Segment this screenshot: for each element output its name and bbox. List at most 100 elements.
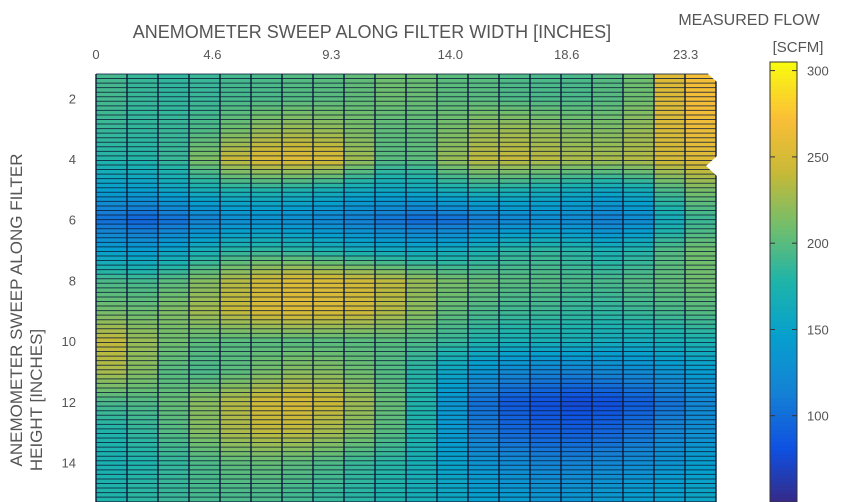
heatmap-cell [468, 306, 500, 311]
heatmap-cell [313, 474, 345, 480]
heatmap-cell [592, 228, 624, 234]
heatmap-cell [375, 187, 407, 193]
heatmap-cell [313, 337, 345, 343]
colorbar-swatch [770, 302, 797, 307]
heatmap-cell [437, 74, 469, 79]
heatmap-cell [158, 246, 190, 252]
heatmap-cell [220, 424, 252, 430]
heatmap-cell [437, 306, 469, 311]
heatmap-cell [158, 387, 190, 393]
heatmap-cell [592, 278, 624, 284]
heatmap-cells [96, 74, 717, 502]
heatmap-edge-notches [706, 66, 717, 176]
heatmap-cell [685, 492, 717, 498]
heatmap-cell [220, 242, 252, 248]
colorbar-tick-label: 250 [807, 150, 829, 165]
colorbar-swatch [770, 362, 797, 367]
heatmap-cell [189, 110, 221, 116]
heatmap-cell [437, 310, 469, 316]
heatmap-cell [313, 492, 345, 498]
heatmap-cell [406, 378, 438, 384]
heatmap-cell [220, 237, 252, 243]
heatmap-cell [685, 119, 717, 125]
heatmap-cell [499, 287, 531, 293]
heatmap-cell [158, 155, 190, 161]
colorbar-swatch [770, 190, 797, 195]
heatmap-cell [282, 315, 314, 321]
heatmap-cell [158, 310, 190, 316]
heatmap-cell [561, 233, 593, 239]
heatmap-cell [654, 174, 686, 180]
heatmap-cell [468, 342, 500, 348]
heatmap-cell [220, 410, 252, 416]
heatmap-cell [344, 387, 376, 393]
heatmap-cell [127, 96, 159, 102]
colorbar-swatch [770, 158, 797, 163]
heatmap-cell [375, 260, 407, 266]
heatmap-cell [561, 242, 593, 248]
heatmap-cell [437, 392, 469, 398]
heatmap-cell [654, 465, 686, 471]
heatmap-cell [127, 256, 159, 261]
heatmap-cell [406, 151, 438, 157]
heatmap-cell [344, 137, 376, 143]
heatmap-cell [282, 160, 314, 166]
heatmap-cell [530, 119, 562, 125]
colorbar-swatch [770, 318, 797, 323]
heatmap-cell [654, 410, 686, 416]
heatmap-cell [96, 151, 128, 157]
heatmap-cell [685, 460, 717, 466]
heatmap-cell [313, 301, 345, 307]
heatmap-cell [96, 347, 128, 352]
heatmap-cell [468, 219, 500, 225]
heatmap-cell [437, 415, 469, 421]
heatmap-cell [685, 265, 717, 271]
heatmap-cell [468, 142, 500, 148]
heatmap-cell [468, 119, 500, 125]
heatmap-cell [313, 387, 345, 393]
heatmap-cell [468, 155, 500, 161]
heatmap-cell [623, 146, 655, 152]
heatmap-cell [406, 242, 438, 248]
colorbar-swatch [770, 402, 797, 407]
heatmap-cell [685, 137, 717, 143]
colorbar-swatch [770, 474, 797, 479]
colorbar-swatch [770, 66, 797, 71]
heatmap-cell [375, 356, 407, 362]
heatmap-cell [561, 469, 593, 475]
x-tick-label: 4.6 [203, 47, 221, 62]
heatmap-cell [127, 360, 159, 366]
heatmap-cell [623, 406, 655, 412]
heatmap-cell [127, 137, 159, 143]
heatmap-cell [623, 128, 655, 134]
heatmap-cell [344, 438, 376, 443]
heatmap-cell [189, 233, 221, 239]
heatmap-cell [282, 256, 314, 261]
heatmap-cell [623, 219, 655, 225]
heatmap-cell [189, 260, 221, 266]
heatmap-cell [592, 369, 624, 375]
heatmap-cell [96, 419, 128, 425]
heatmap-cell [468, 92, 500, 98]
heatmap-cell [592, 483, 624, 489]
heatmap-cell [282, 488, 314, 493]
heatmap-cell [530, 87, 562, 93]
heatmap-cell [313, 465, 345, 471]
heatmap-cell [313, 333, 345, 339]
heatmap-cell [530, 424, 562, 430]
heatmap-cell [561, 392, 593, 398]
heatmap-cell [189, 169, 221, 175]
heatmap-cell [561, 488, 593, 493]
x-tick-label: 23.3 [673, 47, 698, 62]
heatmap-cell [127, 178, 159, 184]
heatmap-cell [530, 365, 562, 371]
heatmap-cell [654, 296, 686, 302]
heatmap-cell [344, 228, 376, 234]
heatmap-cell [499, 74, 531, 79]
heatmap-cell [530, 124, 562, 129]
colorbar-swatch [770, 354, 797, 359]
heatmap-cell [158, 442, 190, 448]
heatmap-cell [561, 142, 593, 148]
heatmap-cell [623, 233, 655, 239]
heatmap-cell [561, 87, 593, 93]
